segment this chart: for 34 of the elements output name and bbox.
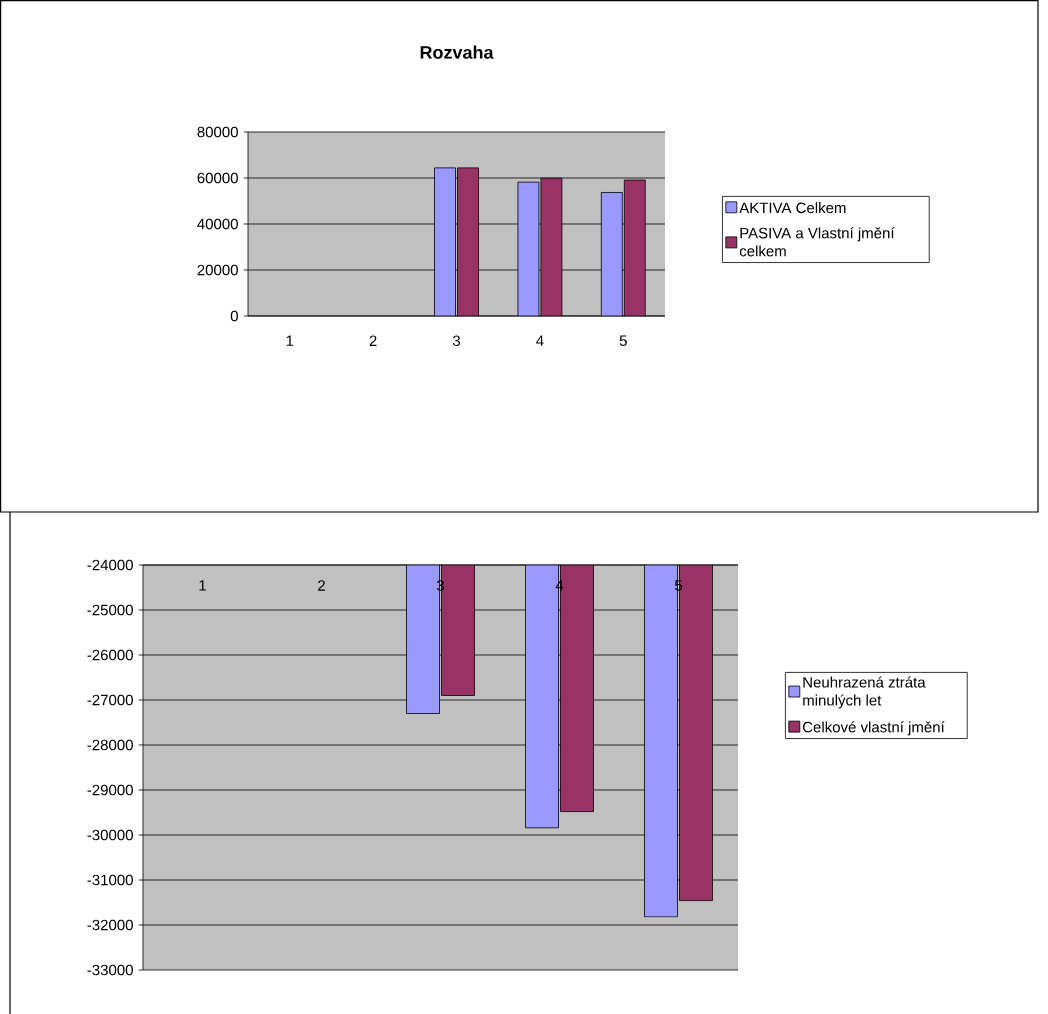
y-tick-label: -25000 bbox=[87, 604, 133, 616]
y-tick-label: -33000 bbox=[87, 964, 133, 976]
x-tick-label: 2 bbox=[318, 580, 325, 591]
bar bbox=[457, 167, 479, 316]
x-tick-label: 3 bbox=[436, 580, 445, 591]
y-tick-label: -30000 bbox=[87, 829, 133, 841]
y-tick-label: -29000 bbox=[87, 784, 133, 796]
x-tick-label: 5 bbox=[674, 580, 683, 591]
y-tick-label: -32000 bbox=[87, 919, 133, 931]
bar bbox=[623, 179, 646, 316]
y-tick-label: 0 bbox=[230, 310, 238, 322]
bar bbox=[600, 192, 623, 316]
x-tick-label: 4 bbox=[536, 335, 544, 346]
legend-label: Neuhrazená ztráta minulých let bbox=[803, 676, 926, 709]
y-tick-label: -31000 bbox=[87, 874, 133, 886]
legend-label: PASIVA a Vlastní jmění celkem bbox=[739, 227, 895, 257]
y-tick-label: 40000 bbox=[197, 218, 238, 230]
x-tick-label: 1 bbox=[199, 580, 206, 591]
x-tick-label: 4 bbox=[555, 580, 564, 591]
x-tick-label: 5 bbox=[619, 335, 627, 346]
y-tick-label: -27000 bbox=[87, 694, 133, 706]
legend-label: AKTIVA Celkem bbox=[739, 202, 846, 214]
y-tick-label: -26000 bbox=[87, 649, 133, 661]
chart-title: Rozvaha bbox=[420, 45, 494, 59]
y-tick-label: -24000 bbox=[87, 559, 133, 571]
legend-label: Celkové vlastní jmění bbox=[802, 721, 945, 736]
x-tick-label: 2 bbox=[369, 335, 377, 346]
y-tick-label: 20000 bbox=[197, 264, 238, 276]
x-tick-label: 1 bbox=[286, 335, 294, 346]
y-tick-label: -28000 bbox=[87, 739, 133, 751]
y-tick-label: 80000 bbox=[197, 126, 238, 138]
bar bbox=[434, 167, 456, 316]
y-tick-label: 60000 bbox=[197, 172, 238, 184]
x-tick-label: 3 bbox=[452, 335, 461, 347]
